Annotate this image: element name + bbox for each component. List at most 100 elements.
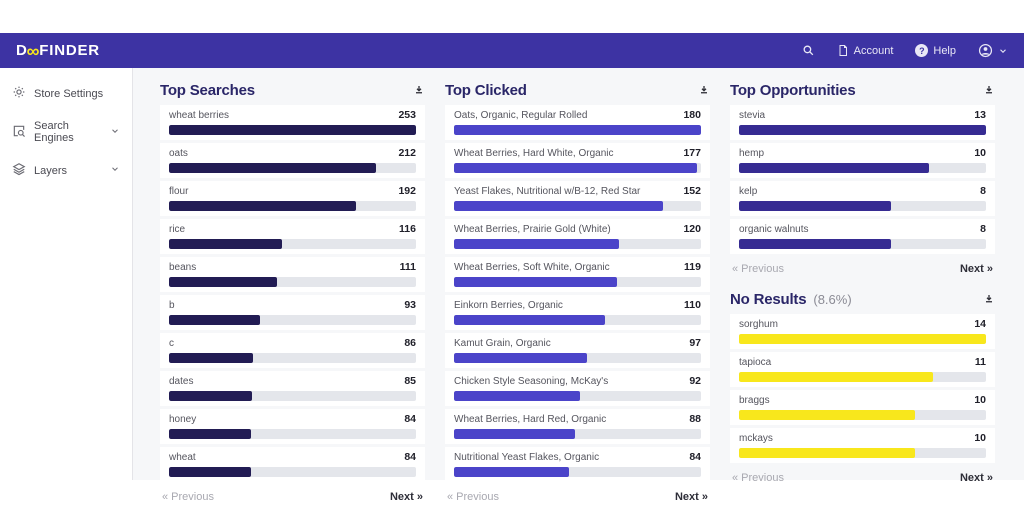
bar-track [169, 125, 416, 135]
bar-track [169, 163, 416, 173]
sidebar-item-label: Layers [34, 164, 68, 177]
row-value: 152 [683, 185, 701, 197]
bar-fill [454, 467, 570, 477]
row-header: c 86 [169, 337, 416, 350]
row-header: kelp 8 [739, 185, 986, 198]
pagination-next[interactable]: Next » [959, 263, 993, 275]
list-item: braggs 10 [730, 390, 995, 425]
row-header: oats 212 [169, 147, 416, 160]
download-button[interactable] [983, 84, 995, 97]
list-item: c 86 [160, 333, 425, 368]
list-item: Chicken Style Seasoning, McKay's 92 [445, 371, 710, 406]
pagination-previous[interactable]: « Previous [447, 491, 499, 503]
bar-track [169, 353, 416, 363]
row-header: Nutritional Yeast Flakes, Organic 84 [454, 451, 701, 464]
list-item: organic walnuts 8 [730, 219, 995, 254]
panel-subtitle: (8.6%) [813, 292, 852, 307]
sidebar-item-label: Search Engines [34, 120, 74, 144]
account-menu-item[interactable]: Account [837, 44, 894, 57]
search-button[interactable] [802, 44, 815, 57]
row-value: 111 [399, 261, 416, 273]
list-item: dates 85 [160, 371, 425, 406]
row-label: tapioca [739, 357, 772, 368]
sidebar-item-store-settings[interactable]: Store Settings [0, 76, 132, 111]
list-item: Wheat Berries, Prairie Gold (White) 120 [445, 219, 710, 254]
row-label: stevia [739, 110, 766, 121]
bar-track [739, 125, 986, 135]
row-header: beans 111 [169, 261, 416, 274]
panel-header: Top Searches [160, 82, 425, 99]
panel-header: No Results (8.6%) [730, 291, 995, 308]
row-label: wheat [169, 452, 196, 463]
row-label: Kamut Grain, Organic [454, 338, 551, 349]
pagination-next[interactable]: Next » [389, 491, 423, 503]
row-value: 180 [683, 109, 701, 121]
navbar: D ∞ FINDER Account ? Help [0, 33, 1024, 68]
pagination-next[interactable]: Next » [959, 472, 993, 484]
row-label: wheat berries [169, 110, 230, 121]
row-header: stevia 13 [739, 109, 986, 122]
row-header: wheat berries 253 [169, 109, 416, 122]
bar-track [454, 391, 701, 401]
bar-fill [169, 353, 253, 363]
bar-track [169, 467, 416, 477]
row-header: b 93 [169, 299, 416, 312]
bar-fill [454, 429, 575, 439]
row-value: 86 [404, 337, 416, 349]
list-item: Wheat Berries, Hard Red, Organic 88 [445, 409, 710, 444]
row-header: Einkorn Berries, Organic 110 [454, 299, 701, 312]
download-button[interactable] [413, 84, 425, 97]
bar-fill [739, 163, 929, 173]
sidebar-item-search-engines[interactable]: Search Engines [0, 111, 132, 153]
bar-fill [169, 201, 357, 211]
download-button[interactable] [983, 293, 995, 306]
row-header: honey 84 [169, 413, 416, 426]
list-item: rice 116 [160, 219, 425, 254]
doofinder-logo[interactable]: D ∞ FINDER [16, 42, 100, 60]
row-value: 110 [684, 299, 701, 311]
gear-icon [12, 85, 26, 102]
row-header: Wheat Berries, Hard Red, Organic 88 [454, 413, 701, 426]
sidebar-item-label: Store Settings [34, 87, 104, 100]
panel-header: Top Clicked [445, 82, 710, 99]
sidebar-item-layers[interactable]: Layers [0, 153, 132, 188]
list-item: Oats, Organic, Regular Rolled 180 [445, 105, 710, 140]
bar-fill [169, 467, 251, 477]
help-menu-item[interactable]: ? Help [915, 44, 956, 57]
panel-rows: wheat berries 253 oats 212 flour 192 ric… [160, 105, 425, 482]
download-button[interactable] [698, 84, 710, 97]
row-label: c [169, 338, 174, 349]
bar-fill [739, 334, 986, 344]
column-2: Top Clicked Oats, Organic, Regular Rolle… [445, 76, 710, 503]
row-header: Kamut Grain, Organic 97 [454, 337, 701, 350]
row-value: 177 [683, 147, 701, 159]
row-value: 192 [398, 185, 416, 197]
account-label: Account [853, 44, 894, 57]
row-value: 212 [398, 147, 416, 159]
bar-track [739, 334, 986, 344]
row-label: beans [169, 262, 197, 273]
pagination-next[interactable]: Next » [674, 491, 708, 503]
bar-fill [169, 277, 278, 287]
bar-track [454, 467, 701, 477]
list-item: beans 111 [160, 257, 425, 292]
row-value: 120 [683, 223, 701, 235]
pagination-previous[interactable]: « Previous [732, 472, 784, 484]
row-header: Wheat Berries, Prairie Gold (White) 120 [454, 223, 701, 236]
row-value: 14 [974, 318, 986, 330]
bar-track [454, 315, 701, 325]
row-value: 84 [404, 413, 416, 425]
bar-fill [454, 277, 618, 287]
row-value: 8 [980, 185, 986, 197]
row-label: b [169, 300, 175, 311]
pagination-previous[interactable]: « Previous [162, 491, 214, 503]
row-header: rice 116 [169, 223, 416, 236]
pagination-previous[interactable]: « Previous [732, 263, 784, 275]
pagination: « Previous Next » [730, 463, 995, 490]
bar-fill [454, 391, 581, 401]
user-menu[interactable] [978, 43, 1008, 58]
bar-track [169, 315, 416, 325]
list-item: oats 212 [160, 143, 425, 178]
row-header: flour 192 [169, 185, 416, 198]
panel-title: Top Searches [160, 82, 255, 99]
